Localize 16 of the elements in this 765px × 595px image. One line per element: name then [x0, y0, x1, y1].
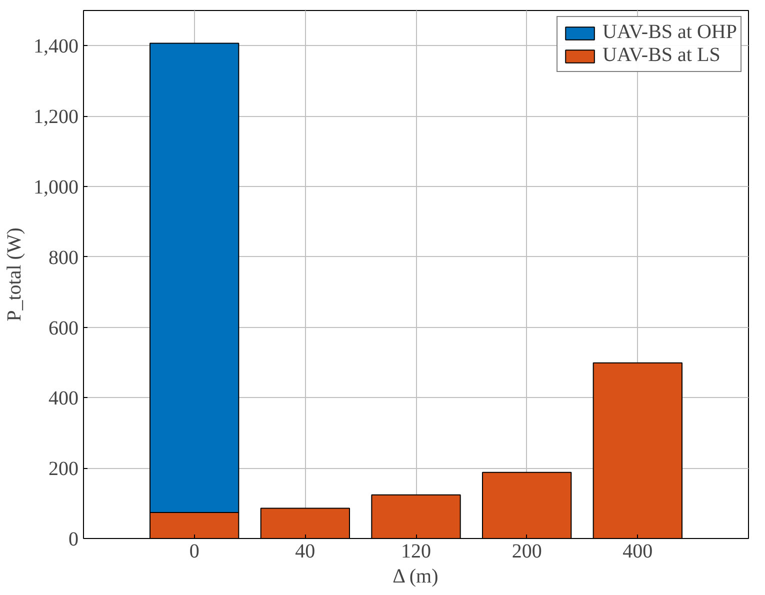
- y-tick-label: 1,000: [34, 176, 78, 198]
- x-tick-label: 400: [622, 540, 653, 562]
- y-tick-label: 1,200: [34, 106, 78, 128]
- y-tick-label: 600: [48, 317, 78, 340]
- y-tick-label: 200: [48, 458, 78, 480]
- x-tick-label: 0: [189, 540, 200, 562]
- x-axis-title: Δ (m): [392, 566, 438, 588]
- y-tick-label: 400: [48, 388, 78, 410]
- y-tick-label: 800: [48, 246, 78, 269]
- x-tick-label: 40: [295, 540, 316, 562]
- legend-label: UAV-BS at OHP: [602, 21, 737, 44]
- x-tick-label: 120: [401, 540, 431, 562]
- x-tick-label: 200: [512, 540, 542, 562]
- legend-label: UAV-BS at LS: [602, 44, 720, 67]
- y-axis-title: P_total (W): [4, 228, 26, 322]
- y-tick-label: 1,400: [34, 36, 78, 58]
